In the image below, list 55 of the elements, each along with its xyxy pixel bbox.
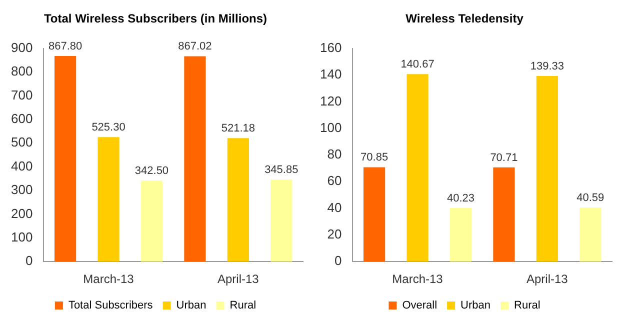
bar bbox=[493, 167, 515, 262]
y-tick-label: 100 bbox=[320, 120, 342, 135]
y-tick-label: 0 bbox=[25, 253, 33, 268]
bar bbox=[363, 167, 386, 262]
x-tick-label: April-13 bbox=[217, 272, 260, 286]
bar bbox=[227, 138, 249, 262]
bar bbox=[536, 76, 558, 262]
bar bbox=[54, 56, 76, 262]
y-tick-label: 40 bbox=[327, 200, 342, 215]
legend-label: Rural bbox=[230, 300, 256, 312]
chart-title: Wireless Teledensity bbox=[406, 12, 524, 26]
x-tick-label: March-13 bbox=[83, 272, 134, 286]
text: 521.18 bbox=[221, 122, 255, 135]
text: 342.50 bbox=[134, 164, 169, 177]
y-tick-label: 20 bbox=[327, 226, 342, 242]
legend-label: Total Subscribers bbox=[68, 300, 154, 312]
bar bbox=[406, 74, 428, 262]
y-tick-label: 800 bbox=[10, 64, 33, 79]
data-label: 40.59 bbox=[576, 192, 604, 204]
data-label: 140.67 bbox=[400, 58, 434, 71]
legend-label: Urban bbox=[460, 300, 491, 312]
y-tick-label: 0 bbox=[334, 253, 342, 268]
y-tick-label: 120 bbox=[320, 93, 342, 108]
text: 525.30 bbox=[92, 122, 126, 134]
y-tick-label: 600 bbox=[10, 111, 33, 126]
data-label: 40.23 bbox=[446, 192, 474, 205]
data-label: 70.85 bbox=[360, 152, 388, 164]
text: 345.85 bbox=[264, 164, 298, 176]
y-tick-label: 400 bbox=[10, 158, 33, 174]
y-tick-label: 140 bbox=[320, 66, 342, 82]
x-tick-label: April-13 bbox=[526, 272, 568, 286]
y-tick-label: 700 bbox=[10, 87, 33, 102]
y-tick-label: 300 bbox=[10, 182, 33, 198]
y-tick-label: 80 bbox=[327, 146, 342, 162]
y-tick-label: 60 bbox=[327, 173, 342, 188]
text: 867.80 bbox=[48, 40, 82, 53]
data-label: 70.71 bbox=[490, 152, 518, 164]
y-tick-label: 200 bbox=[10, 206, 33, 221]
y-tick-label: 900 bbox=[10, 40, 33, 55]
legend-label: Overall bbox=[402, 300, 438, 312]
bar bbox=[140, 180, 163, 262]
bar bbox=[450, 208, 472, 262]
bar bbox=[270, 180, 292, 262]
bar bbox=[98, 137, 120, 262]
x-tick-label: March-13 bbox=[392, 272, 444, 286]
data-label: 139.33 bbox=[530, 60, 564, 72]
text: 867.02 bbox=[178, 40, 212, 53]
bar bbox=[580, 208, 602, 262]
chart-title: Total Wireless Subscribers (in Millions) bbox=[44, 12, 268, 26]
legend-label: Rural bbox=[514, 300, 540, 312]
y-tick-label: 500 bbox=[10, 134, 33, 150]
y-tick-label: 160 bbox=[320, 40, 342, 55]
bar bbox=[184, 56, 206, 262]
legend-label: Urban bbox=[176, 300, 206, 312]
y-tick-label: 100 bbox=[10, 229, 33, 244]
